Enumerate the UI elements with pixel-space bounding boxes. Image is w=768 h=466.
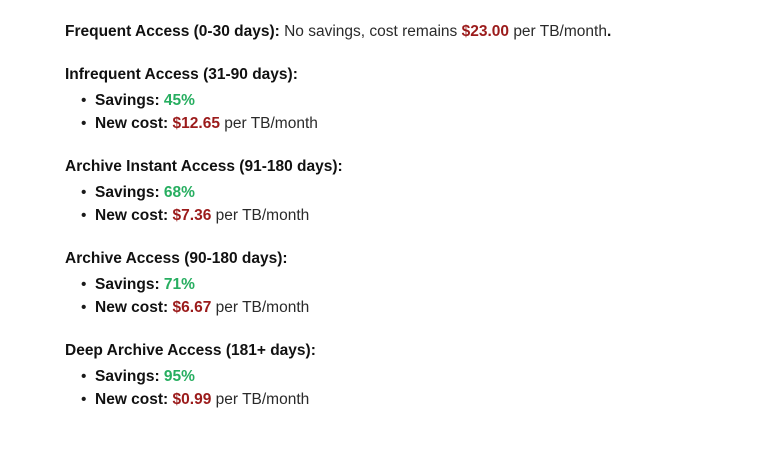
tier-heading-archive-access: Archive Access (90-180 days): [65,250,288,267]
tier-heading-archive-instant-access: Archive Instant Access (91-180 days): [65,158,343,175]
tier-price-frequent-access: $23.00 [461,23,509,40]
savings-value: 95% [163,368,195,385]
tier-detail-list: Savings: 95% New cost: $0.99 per TB/mont… [65,365,768,411]
new-cost-value: $7.36 [172,207,212,224]
tier-block-deep-archive-access: Deep Archive Access (181+ days): Savings… [65,341,768,411]
savings-label: Savings: [95,276,160,293]
list-item-new-cost: New cost: $6.67 per TB/month [65,296,768,319]
list-item-savings: Savings: 45% [65,89,768,112]
trailing-period: . [606,23,612,40]
new-cost-unit: per TB/month [215,207,310,224]
savings-label: Savings: [95,368,160,385]
tier-block-infrequent-access: Infrequent Access (31-90 days): Savings:… [65,65,768,135]
new-cost-value: $0.99 [172,391,212,408]
list-item-new-cost: New cost: $7.36 per TB/month [65,204,768,227]
tier-detail-list: Savings: 45% New cost: $12.65 per TB/mon… [65,89,768,135]
new-cost-value: $6.67 [172,299,212,316]
tier-heading-frequent-access: Frequent Access (0-30 days): [65,23,280,40]
new-cost-unit: per TB/month [224,115,318,132]
savings-value: 68% [163,184,195,201]
tier-heading-deep-archive-access: Deep Archive Access (181+ days): [65,342,316,359]
new-cost-unit: per TB/month [215,391,310,408]
new-cost-label: New cost: [95,299,169,316]
new-cost-label: New cost: [95,207,169,224]
list-item-savings: Savings: 95% [65,365,768,388]
tier-block-archive-access: Archive Access (90-180 days): Savings: 7… [65,249,768,319]
tier-inline-note: No savings, cost remains [284,23,458,40]
tier-block-archive-instant-access: Archive Instant Access (91-180 days): Sa… [65,157,768,227]
new-cost-unit: per TB/month [215,299,310,316]
tier-frequent-access-line: Frequent Access (0-30 days): No savings,… [65,22,768,42]
list-item-savings: Savings: 68% [65,181,768,204]
tier-heading-infrequent-access: Infrequent Access (31-90 days): [65,66,298,83]
new-cost-label: New cost: [95,391,169,408]
tier-detail-list: Savings: 71% New cost: $6.67 per TB/mont… [65,273,768,319]
list-item-savings: Savings: 71% [65,273,768,296]
savings-label: Savings: [95,92,160,109]
tier-detail-list: Savings: 68% New cost: $7.36 per TB/mont… [65,181,768,227]
list-item-new-cost: New cost: $0.99 per TB/month [65,388,768,411]
savings-value: 45% [163,92,195,109]
savings-label: Savings: [95,184,160,201]
savings-value: 71% [163,276,195,293]
tier-unit-frequent-access: per TB/month [513,23,607,40]
new-cost-value: $12.65 [172,115,220,132]
new-cost-label: New cost: [95,115,169,132]
list-item-new-cost: New cost: $12.65 per TB/month [65,112,768,135]
